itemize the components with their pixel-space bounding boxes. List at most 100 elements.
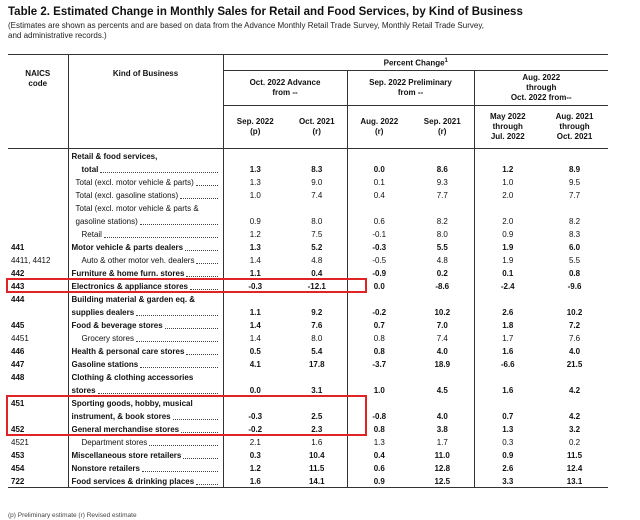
value-cell: 9.3 (436, 177, 448, 187)
value-cell: -0.9 (346, 265, 411, 279)
naics-code: 722 (8, 473, 68, 488)
kind-cell: Grocery stores (67, 330, 223, 344)
value-cell: 1.8 (473, 317, 541, 331)
value-cell: 10.4 (308, 450, 325, 460)
value-cell: 0.8 (346, 421, 411, 435)
header-text: through (559, 121, 590, 131)
value-cell: -0.2 (222, 421, 287, 435)
value-cell: 1.3 (346, 434, 411, 448)
table: NAICS code Kind of Business Percent Chang… (8, 54, 609, 488)
naics-code (8, 201, 68, 214)
naics-code (8, 188, 68, 201)
kind-cell: Food services & drinking places (67, 473, 223, 488)
empty-cell (222, 148, 287, 162)
kind-of-business: Health & personal care stores (71, 346, 185, 356)
table-row: 722 Food services & drinking places 1.6 14.… (8, 473, 609, 488)
empty-cell (346, 369, 411, 383)
value-cell: 1.7 (473, 330, 541, 344)
value-cell: 0.3 (222, 447, 287, 461)
table-row: 448 Clothing & clothing accessories (8, 369, 608, 383)
kind-cell: Retail (67, 226, 223, 240)
empty-cell (346, 200, 411, 214)
header-cell: Aug. 2022 through Oct. 2022 from-- (473, 70, 609, 106)
value-cell: 7.6 (568, 333, 581, 343)
value-cell: 2.6 (473, 460, 541, 474)
value-cell: 5.5 (568, 255, 581, 265)
value-cell: 0.4 (346, 187, 411, 201)
table-row: instrument, & book stores -0.3 2.5 -0.8 4.0 0… (8, 408, 608, 422)
naics-code (8, 305, 68, 318)
naics-code (8, 162, 68, 175)
table-row: 4451 Grocery stores 1.4 8.0 0.8 7.4 1.7 7.6 (8, 330, 608, 344)
value-cell: 21.5 (566, 359, 583, 369)
value-cell: 5.4 (311, 346, 323, 356)
value-cell: -6.6 (473, 356, 541, 370)
value-cell: 0.7 (346, 317, 411, 331)
naics-code: 4521 (11, 437, 29, 447)
footnote: (p) Preliminary estimate (r) Revised est… (8, 512, 137, 519)
empty-cell (287, 370, 347, 383)
value-cell: 1.6 (473, 382, 541, 396)
value-cell: 10.2 (566, 307, 583, 317)
leader-dots (185, 249, 218, 251)
value-cell: 9.5 (568, 177, 581, 187)
empty-cell (287, 201, 347, 214)
kind-of-business: Retail (81, 229, 102, 239)
value-cell: 4.0 (436, 346, 448, 356)
kind-cell: Furniture & home furn. stores (67, 265, 223, 279)
kind-wrap: General merchandise stores (72, 424, 220, 435)
leader-dots (195, 184, 218, 186)
kind-cell: Building material & garden eq. & (67, 291, 223, 305)
empty-cell (411, 292, 474, 305)
header-cell: Sep. 2021 (r) (411, 105, 474, 149)
header-text: NAICS (25, 69, 51, 78)
kind-cell: Miscellaneous store retailers (67, 447, 223, 461)
header-text: from -- (397, 87, 424, 97)
kind-wrap: Retail (72, 229, 220, 240)
kind-of-business: total (81, 164, 99, 174)
kind-wrap: Electronics & appliance stores (72, 281, 220, 292)
value-cell: 8.0 (436, 229, 448, 239)
kind-wrap: Total (excl. gasoline stations) (72, 190, 220, 201)
value-cell: 1.1 (222, 304, 287, 318)
leader-dots (172, 418, 218, 420)
table-row: 4521 Department stores 2.1 1.6 1.3 1.7 0.3 0.2 (8, 434, 608, 448)
value-cell: 13.1 (541, 473, 609, 488)
table-row: 442 Furniture & home furn. stores 1.1 0.4 -0… (8, 265, 608, 279)
value-cell: 8.6 (436, 164, 448, 174)
value-cell: -8.6 (435, 281, 450, 291)
kind-wrap: Miscellaneous store retailers (72, 450, 220, 461)
kind-cell: total (67, 161, 223, 175)
empty-cell (473, 200, 541, 214)
table-row: 443 Electronics & appliance stores -0.3 -12… (8, 278, 608, 292)
naics-code: 4451 (11, 333, 29, 343)
leader-dots (186, 275, 218, 277)
table-header: NAICS code Kind of Business Percent Chang… (8, 54, 609, 149)
value-cell: 0.9 (473, 447, 541, 461)
value-cell: 1.1 (222, 265, 287, 279)
kind-wrap: Auto & other motor veh. dealers (72, 255, 220, 266)
naics-code (8, 214, 68, 227)
kind-cell: stores (67, 382, 223, 396)
value-cell: 1.2 (473, 161, 541, 175)
table-row: 447 Gasoline stations 4.1 17.8 -3.7 18.9 -6.6 2… (8, 356, 608, 370)
kind-of-business: Electronics & appliance stores (71, 281, 189, 291)
value-cell: 1.7 (436, 437, 448, 447)
value-cell: 7.4 (436, 333, 448, 343)
empty-cell (541, 148, 608, 162)
header-cell: NAICS code (8, 54, 68, 149)
table-row: 441 Motor vehicle & parts dealers 1.3 5.2 -0… (8, 239, 608, 253)
naics-code (8, 175, 68, 188)
kind-wrap: Clothing & clothing accessories (72, 372, 220, 383)
kind-wrap: Total (excl. motor vehicle & parts) (72, 177, 220, 188)
header-text: Oct. 2021 (298, 116, 335, 126)
kind-cell: Clothing & clothing accessories (67, 369, 223, 383)
value-cell: 0.1 (346, 174, 411, 188)
header-text: Sep. 2022 (236, 116, 274, 126)
value-cell: 8.0 (311, 216, 323, 226)
kind-cell: instrument, & book stores (67, 408, 223, 422)
header-text: (r) (438, 126, 447, 136)
value-cell: 7.5 (311, 229, 323, 239)
highlight-box (6, 277, 367, 293)
value-cell: 18.9 (434, 359, 451, 369)
